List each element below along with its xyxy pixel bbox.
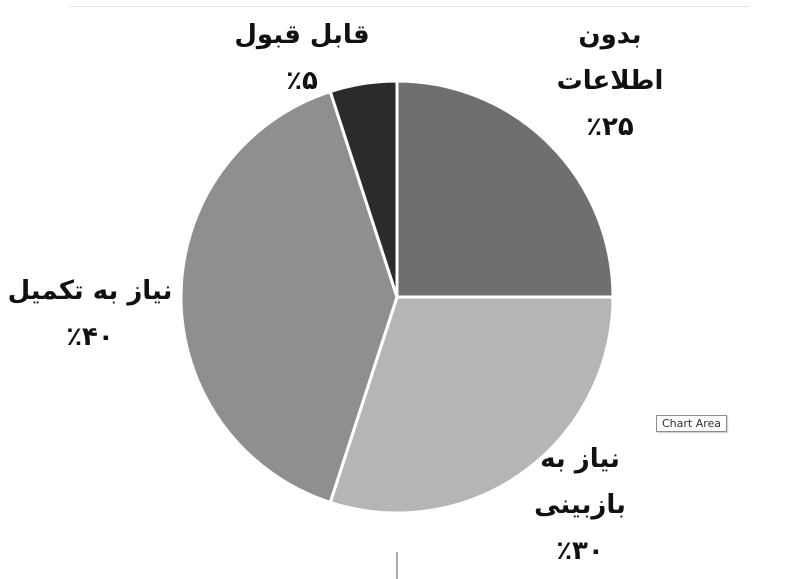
label-needs-review-percent: ٪۳۰ <box>556 536 604 566</box>
label-needs-review: نیاز به بازبینی ٪۳۰ <box>520 436 640 574</box>
label-no-info-name-1: بدون <box>578 20 642 50</box>
pie-slice-needs-review[interactable] <box>328 295 615 515</box>
label-needs-review-name-1: نیاز به <box>540 444 620 474</box>
label-needs-completion-name: نیاز به تکمیل <box>7 276 173 306</box>
label-needs-completion-percent: ٪۴۰ <box>66 322 114 352</box>
label-acceptable-percent: ٪۵ <box>286 66 318 96</box>
label-no-info: بدون اطلاعات ٪۲۵ <box>545 12 675 150</box>
label-acceptable-name: قابل قبول <box>234 20 370 50</box>
label-no-info-name-2: اطلاعات <box>556 66 664 96</box>
label-needs-review-name-2: بازبینی <box>534 490 626 520</box>
pie-slice-needs-completion[interactable] <box>179 89 399 505</box>
label-acceptable: قابل قبول ٪۵ <box>232 12 372 104</box>
label-needs-completion: نیاز به تکمیل ٪۴۰ <box>0 268 180 360</box>
text-cursor <box>396 552 398 579</box>
pie-slice-no-info[interactable] <box>395 79 615 299</box>
chart-top-border <box>70 6 750 7</box>
label-no-info-percent: ٪۲۵ <box>586 112 634 142</box>
chart-area-tooltip: Chart Area <box>656 415 728 432</box>
pie-slice-acceptable[interactable] <box>328 79 399 298</box>
